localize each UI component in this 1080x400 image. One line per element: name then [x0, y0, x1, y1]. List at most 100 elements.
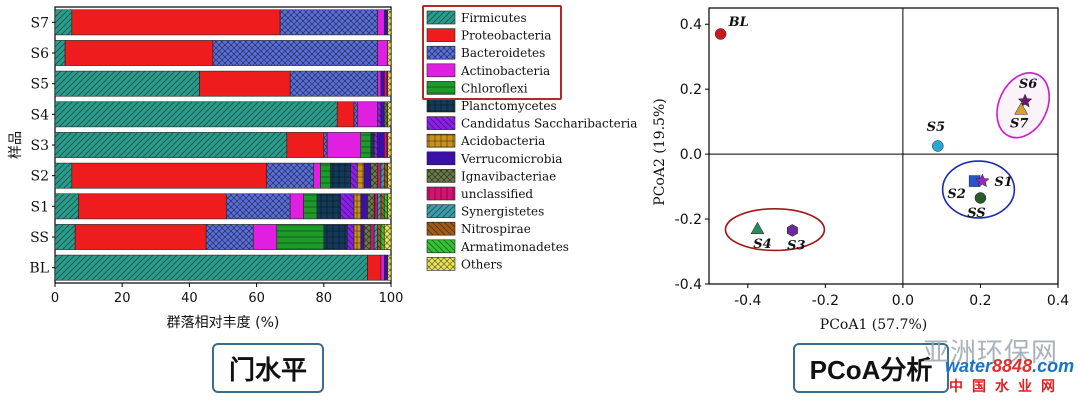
legend-swatch-proteobacteria — [426, 28, 456, 42]
point-label-s5: S5 — [927, 120, 945, 135]
bar-segment-ss-proteobacteria — [74, 224, 207, 250]
bar-segment-s1-synergistetes — [377, 193, 382, 220]
bar-segment-s1-verrucomicrobia — [360, 193, 368, 220]
point-s5 — [932, 140, 944, 152]
bar-segment-s4-bacteroidetes — [353, 101, 358, 128]
legend-label-others: Others — [461, 257, 502, 271]
legend-swatch-unclassified — [426, 186, 456, 201]
bar-segment-s2-acidobacteria — [357, 162, 365, 189]
legend-swatch-ignavibacteriae — [426, 169, 456, 183]
watermark-brand-b: 8848 — [992, 356, 1033, 376]
bar-segment-s2-bacteroidetes — [266, 162, 315, 189]
bar-segment-s3-chloroflexi — [360, 132, 372, 158]
point-label-s2: S2 — [947, 187, 965, 202]
legend-label-bacteroidetes: Bacteroidetes — [461, 46, 545, 60]
legend-label-chloroflexi: Chloroflexi — [461, 81, 528, 95]
bar-segment-s7-verrucomicrobia — [383, 9, 388, 36]
bar-segment-bl-proteobacteria — [367, 254, 382, 281]
bar-segment-s3-verrucomicrobia — [377, 132, 385, 158]
watermark-top-text: 亚洲环保网 — [923, 338, 1059, 368]
legend-swatch-armatimonadetes — [426, 239, 456, 254]
pcoa-chart: -0.4 -0.2 0.0 0.2 0.4 -0.4 -0.2 0.0 0.2 0.4 PCoA1 … — [652, 7, 1069, 333]
pcoa-x-tick-label: 0.2 — [969, 293, 991, 309]
bar-segment-s1-firmicutes — [54, 193, 79, 220]
bar-segment-s6-firmicutes — [54, 40, 66, 66]
pcoa-y-tick-label: 0.0 — [680, 147, 702, 163]
bar-segment-s2-firmicutes — [54, 162, 73, 189]
legend-label-candidatus-saccharibacteria: Candidatus Saccharibacteria — [461, 117, 637, 131]
bar-segment-ss-synergistetes — [373, 224, 378, 250]
bar-segment-s4-actinobacteria — [357, 101, 378, 128]
pcoa-x-axis-label: PCoA1 (57.7%) — [820, 317, 927, 333]
point-label-s7: S7 — [1010, 116, 1028, 131]
bar-segment-bl-firmicutes — [54, 254, 368, 281]
bar-segment-ss-ignavibacteriae — [363, 224, 372, 250]
bar-segment-s4-ignavibacteriae — [383, 101, 388, 128]
bar-segment-s7-proteobacteria — [71, 9, 281, 36]
bar-segment-s3-firmicutes — [54, 132, 288, 158]
y-tick-label-ss: SS — [30, 230, 49, 246]
legend-label-unclassified: unclassified — [461, 187, 533, 201]
bar-segment-s6-others — [387, 40, 392, 66]
bar-segment-s6-actinobacteria — [377, 40, 388, 66]
bar-segment-s1-actinobacteria — [289, 193, 304, 220]
group-ellipse-s4-s3 — [724, 208, 826, 252]
bar-segment-s7-firmicutes — [54, 9, 73, 36]
legend-label-actinobacteria: Actinobacteria — [460, 64, 550, 78]
point-s7 — [1014, 102, 1029, 115]
pcoa-x-tick-label: 0.4 — [1047, 293, 1069, 309]
watermark-brand-a: water — [945, 356, 993, 376]
bar-segment-ss-planctomycetes — [323, 224, 348, 250]
pcoa-y-tick-label: -0.2 — [675, 212, 702, 228]
legend-swatch-planctomycetes — [426, 98, 456, 113]
legend-label-ignavibacteriae: Ignavibacteriae — [461, 169, 556, 183]
point-s1 — [975, 173, 990, 188]
bar-segment-s1-planctomycetes — [316, 193, 341, 220]
bar-segment-s1-ignavibacteriae — [367, 193, 375, 220]
bar-segment-s5-proteobacteria — [199, 70, 291, 97]
legend-label-synergistetes: Synergistetes — [461, 205, 544, 219]
y-tick-label-bl: BL — [29, 261, 49, 277]
bar-segment-s2-chloroflexi — [320, 162, 331, 189]
pcoa-y-tick-label: 0.4 — [680, 17, 702, 33]
pcoa-y-axis-label: PCoA2 (19.5%) — [652, 98, 668, 205]
bar-segment-s3-unclassified — [383, 132, 388, 158]
legend-swatch-candidatus-saccharibacteria — [426, 116, 456, 130]
site-watermark: 亚洲环保网 water8848.com 中国水业网 — [905, 330, 1075, 398]
bar-segment-ss-nitrospirae — [377, 224, 382, 250]
bar-segment-ss-armatimonadetes — [380, 224, 385, 250]
pcoa-y-tick-label: -0.4 — [675, 277, 702, 293]
bar-segment-s1-acidobacteria — [353, 193, 362, 220]
pcoa-x-tick-label: -0.2 — [812, 293, 839, 309]
bar-segment-s5-others — [387, 70, 392, 97]
point-s4 — [750, 221, 765, 235]
bar-segment-ss-firmicutes — [54, 224, 76, 250]
bar-segment-s2-others — [387, 162, 392, 189]
legend-label-firmicutes: Firmicutes — [461, 11, 527, 25]
caption-pcoa-analysis: PCoA分析 — [793, 343, 949, 393]
bar-segment-ss-acidobacteria — [353, 224, 362, 250]
point-label-bl: BL — [728, 15, 749, 30]
bar-segment-s1-others — [387, 193, 392, 220]
legend-swatch-acidobacteria — [426, 133, 456, 148]
point-label-s6: S6 — [1019, 77, 1037, 92]
point-label-s4: S4 — [753, 237, 771, 252]
bar-segment-ss-bacteroidetes — [205, 224, 254, 250]
bar-segment-s4-verrucomicrobia — [380, 101, 385, 128]
y-tick-label-s3: S3 — [31, 138, 50, 154]
legend-swatch-chloroflexi — [426, 81, 456, 95]
x-tick-label-0: 0 — [51, 291, 59, 306]
legend-swatch-firmicutes — [426, 10, 456, 25]
x-tick-label-40: 40 — [181, 291, 198, 306]
bar-segment-ss-others — [383, 224, 392, 250]
point-label-s1: S1 — [994, 175, 1012, 190]
y-tick-label-s7: S7 — [31, 15, 50, 31]
legend-highlight-box — [422, 5, 562, 100]
bar-segment-s1-bacteroidetes — [226, 193, 291, 220]
bar-segment-ss-candidatus-saccharibacteria — [347, 224, 355, 250]
bar-segment-s2-nitrospirae — [383, 162, 388, 189]
bar-segment-s5-verrucomicrobia — [380, 70, 385, 97]
bar-segment-bl-actinobacteria — [380, 254, 385, 281]
y-tick-label-s1: S1 — [31, 199, 50, 215]
bar-segment-s4-proteobacteria — [336, 101, 355, 128]
